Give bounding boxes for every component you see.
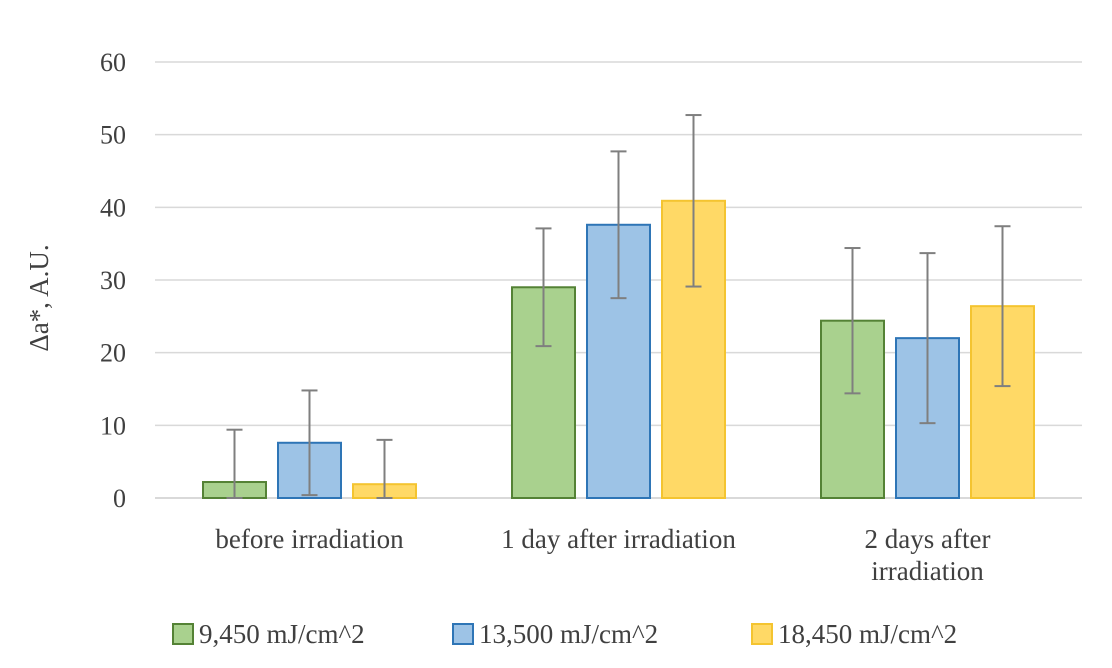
error-bar xyxy=(535,227,552,348)
category-label-line: 2 days after xyxy=(865,524,991,554)
legend-swatch xyxy=(452,623,474,645)
legend-label: 18,450 mJ/cm^2 xyxy=(778,619,957,649)
y-axis-title: Δa*, A.U. xyxy=(24,244,54,351)
y-tick-label: 60 xyxy=(100,48,126,77)
legend-swatch xyxy=(751,623,773,645)
error-bar xyxy=(844,247,861,395)
category-label: 2 days after irradiation xyxy=(865,524,991,586)
error-bar xyxy=(301,389,318,497)
category-label: before irradiation xyxy=(215,524,404,554)
legend-label: 9,450 mJ/cm^2 xyxy=(199,619,365,649)
error-bar xyxy=(376,438,393,499)
y-tick-label: 40 xyxy=(100,193,126,222)
legend-item: 18,450 mJ/cm^2 xyxy=(751,619,957,649)
legend-item: 9,450 mJ/cm^2 xyxy=(172,619,365,649)
y-tick-label: 10 xyxy=(100,411,126,440)
y-tick-label: 20 xyxy=(100,339,126,368)
error-bar xyxy=(226,428,243,499)
legend-swatch xyxy=(172,623,194,645)
legend: 9,450 mJ/cm^2 13,500 mJ/cm^2 18,450 mJ/cm^… xyxy=(172,619,957,649)
y-tick-label: 30 xyxy=(100,266,126,295)
legend-label: 13,500 mJ/cm^2 xyxy=(479,619,658,649)
error-bars xyxy=(226,114,1011,499)
category-label-line: irradiation xyxy=(871,556,984,586)
y-tick-label: 0 xyxy=(113,484,126,513)
bars xyxy=(202,199,1035,500)
category-label-line: before irradiation xyxy=(215,524,404,554)
error-bar xyxy=(685,114,702,288)
legend-item: 13,500 mJ/cm^2 xyxy=(452,619,658,649)
category-label: 1 day after irradiation xyxy=(501,524,736,554)
y-tick-labels: 0 10 20 30 40 50 60 xyxy=(100,48,126,513)
y-tick-label: 50 xyxy=(100,121,126,150)
category-labels: before irradiation 1 day after irradiatio… xyxy=(215,524,990,586)
error-bar xyxy=(994,225,1011,388)
error-bar xyxy=(610,150,627,300)
error-bar xyxy=(919,252,936,425)
category-label-line: 1 day after irradiation xyxy=(501,524,736,554)
